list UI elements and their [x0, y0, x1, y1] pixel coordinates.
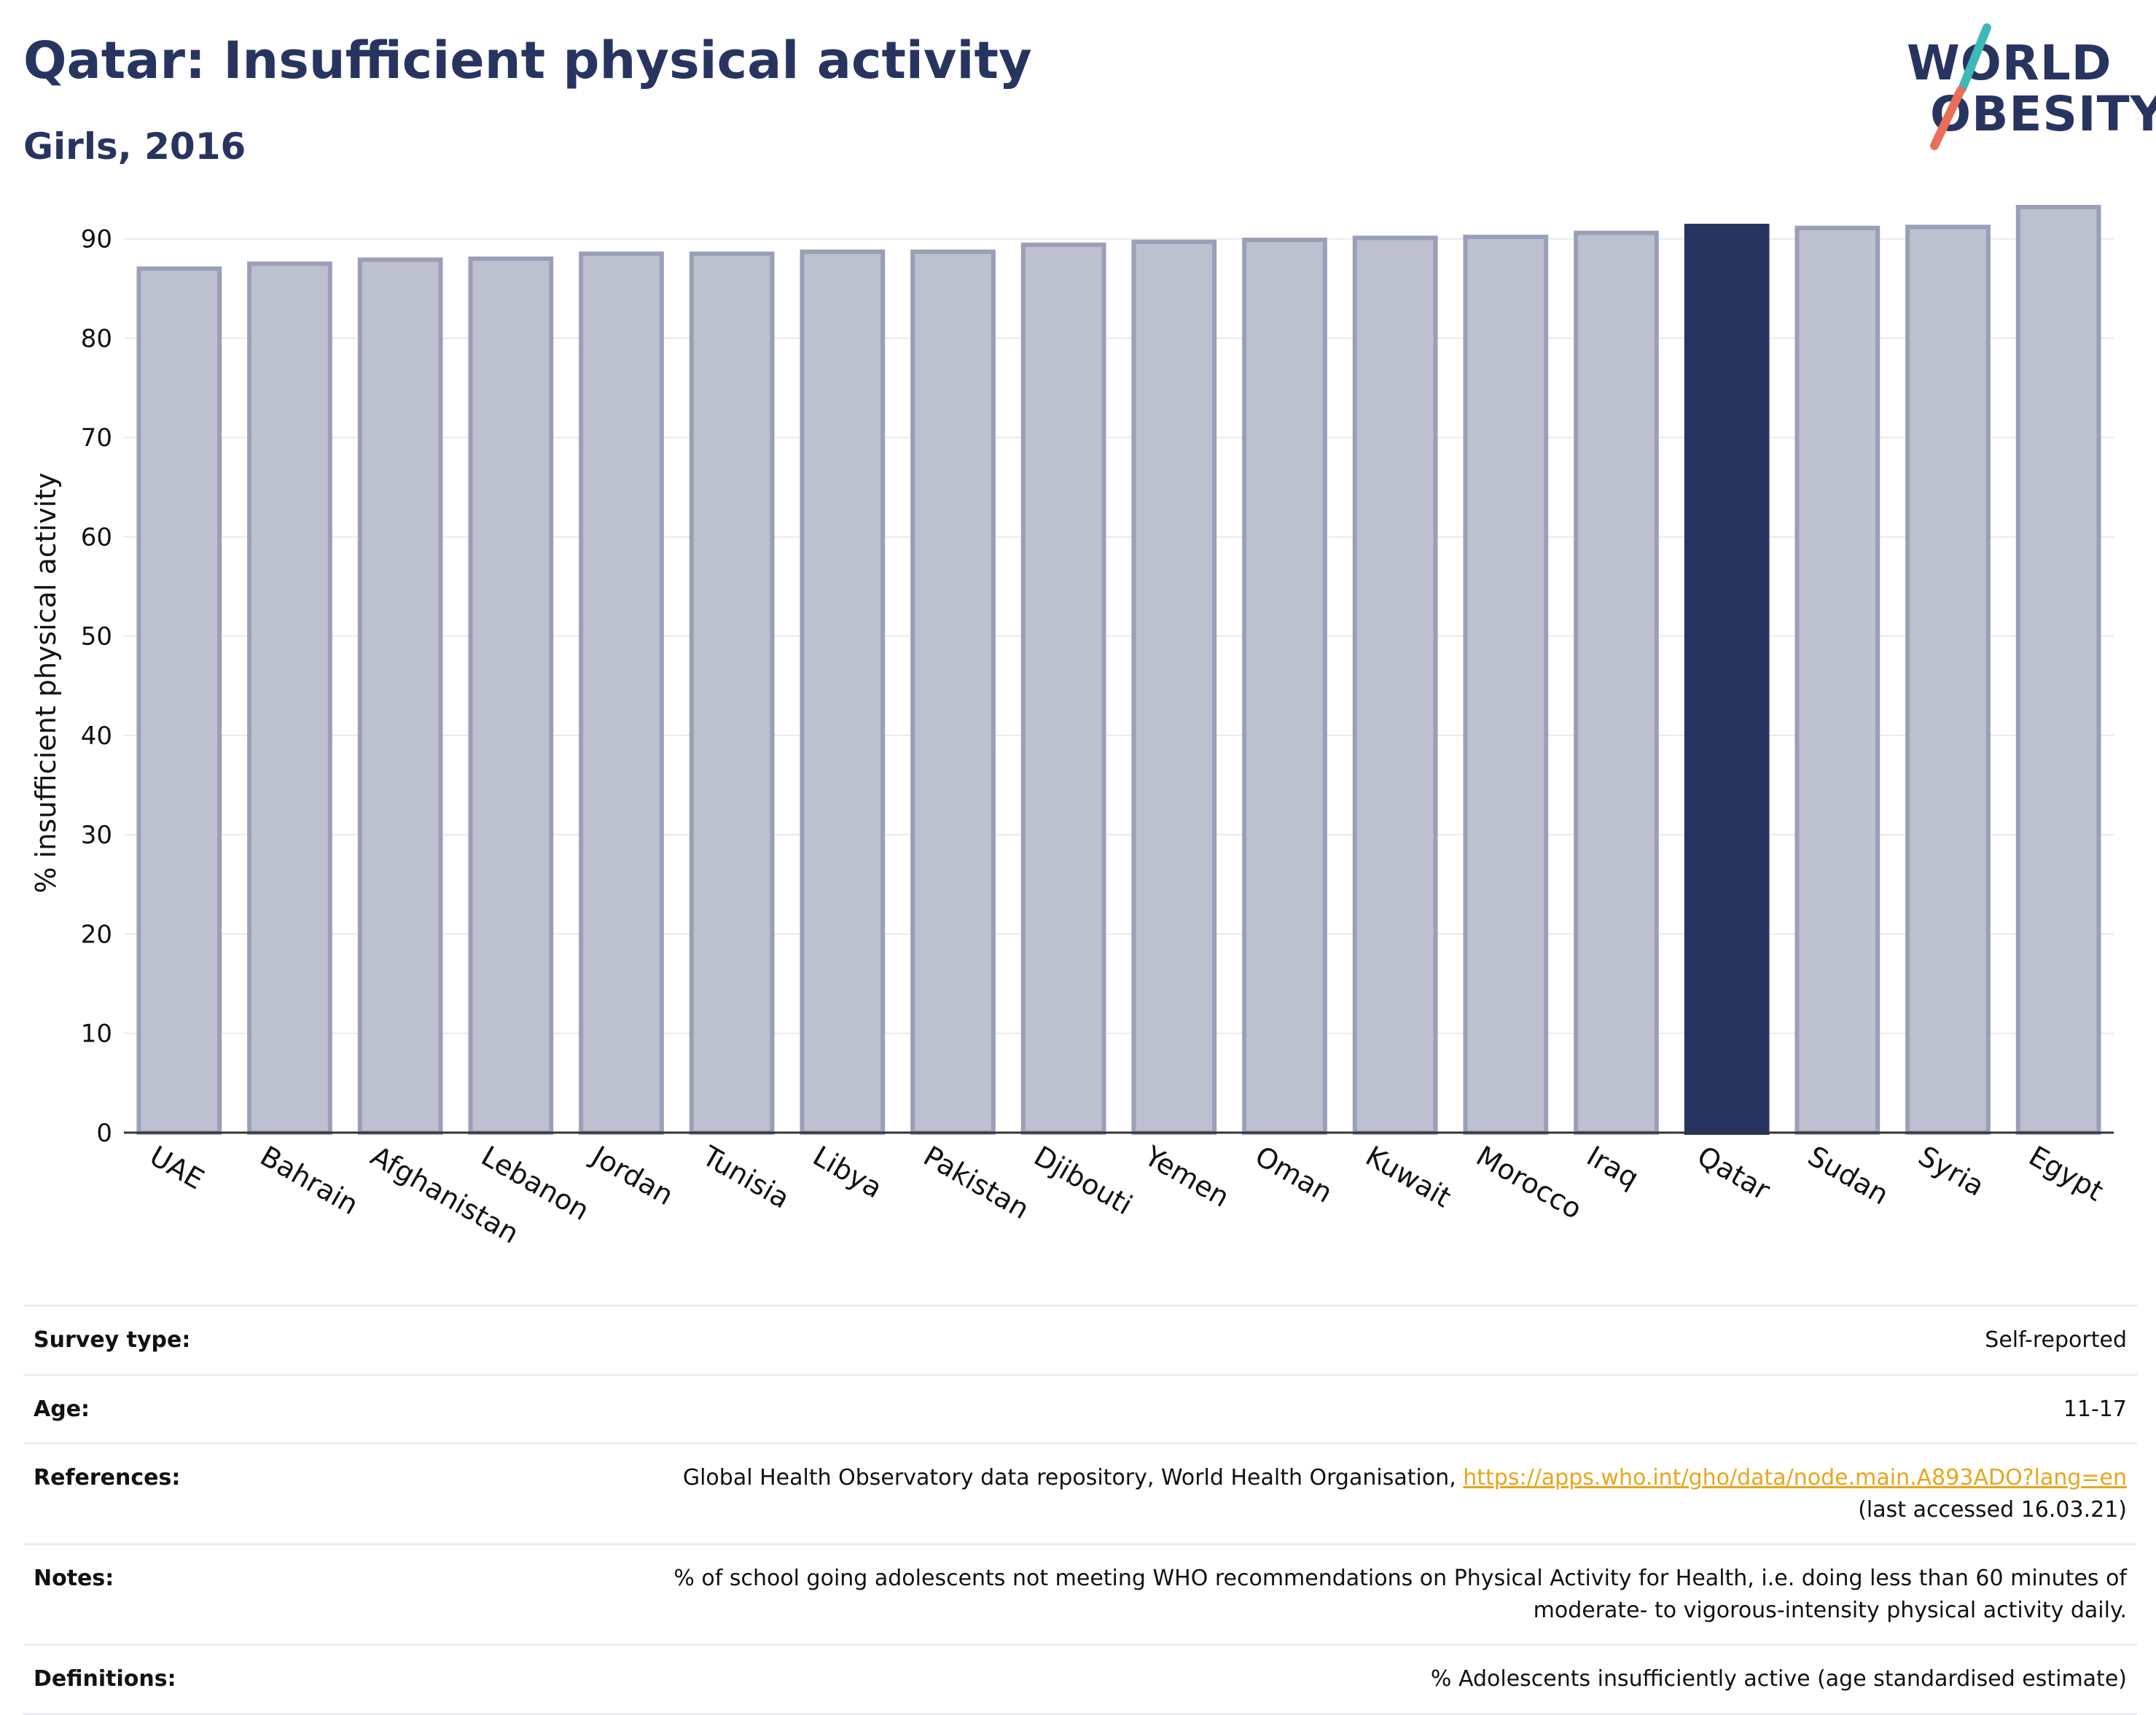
notes-line-1: % of school going adolescents not meetin…	[673, 1566, 2127, 1591]
info-row-age: Age: 11-17	[23, 1373, 2137, 1444]
logo-slash-icon	[1930, 23, 1991, 150]
bar-yemen	[1131, 239, 1217, 1135]
y-tick-label: 70	[81, 423, 112, 453]
x-tick-label: Egypt	[2023, 1140, 2109, 1208]
logo-word-obesity: OBESITY	[1930, 86, 2156, 142]
references-label: References:	[23, 1442, 350, 1544]
notes-line-2: moderate- to vigorous-intensity physical…	[1533, 1597, 2127, 1623]
y-tick-label: 0	[96, 1119, 112, 1148]
definitions-value: % Adolescents insufficiently active (age…	[350, 1644, 2137, 1715]
notes-value: % of school going adolescents not meetin…	[350, 1543, 2137, 1645]
bar-lebanon	[468, 256, 554, 1136]
age-label: Age:	[23, 1373, 350, 1444]
bar-morocco	[1463, 234, 1549, 1135]
x-tick-label: Libya	[808, 1140, 888, 1205]
bar-libya	[800, 249, 886, 1136]
bar-kuwait	[1352, 235, 1438, 1136]
bar-qatar	[1684, 223, 1770, 1136]
x-tick-label: Syria	[1913, 1140, 1990, 1203]
x-tick-label: Jordan	[585, 1139, 679, 1212]
info-row-definitions: Definitions: % Adolescents insufficientl…	[23, 1644, 2137, 1715]
x-tick-label: Sudan	[1802, 1140, 1894, 1211]
logo-word-world: WORLD	[1907, 35, 2112, 91]
survey-type-label: Survey type:	[23, 1305, 350, 1375]
bar-sudan	[1794, 225, 1880, 1135]
info-row-notes: Notes: % of school going adolescents not…	[23, 1543, 2137, 1645]
bar-egypt	[2015, 205, 2101, 1136]
bar-syria	[1905, 224, 1991, 1136]
x-tick-label: Pakistan	[918, 1140, 1035, 1226]
references-accessed: (last accessed 16.03.21)	[1858, 1496, 2127, 1523]
y-tick-label: 40	[81, 722, 112, 751]
world-obesity-logo: WORLD OBESITY	[1895, 22, 2156, 153]
bar-uae	[136, 266, 222, 1135]
x-tick-label: Djibouti	[1028, 1140, 1138, 1222]
bar-oman	[1242, 238, 1327, 1136]
y-axis-ticks: 0 10 20 30 40 50 60 70 80 90	[81, 225, 112, 1148]
x-tick-label: Morocco	[1471, 1140, 1587, 1226]
references-link[interactable]: https://apps.who.int/gho/data/node.main.…	[1463, 1465, 2127, 1491]
bar-pakistan	[910, 249, 996, 1136]
y-axis-label: % insufficient physical activity	[30, 472, 62, 893]
info-row-references: References: Global Health Observatory da…	[23, 1442, 2137, 1544]
bar-jordan	[579, 251, 664, 1136]
survey-type-value: Self-reported	[350, 1305, 2137, 1375]
x-tick-label: Bahrain	[255, 1140, 364, 1222]
references-value: Global Health Observatory data repositor…	[350, 1442, 2137, 1544]
page-subtitle: Girls, 2016	[23, 125, 246, 168]
y-tick-label: 90	[81, 225, 112, 254]
bar-afghanistan	[357, 257, 443, 1136]
x-tick-label: Qatar	[1692, 1140, 1776, 1207]
bar-iraq	[1574, 230, 1659, 1136]
info-table: Survey type: Self-reported Age: 11-17 Re…	[23, 1305, 2137, 1715]
bar-djibouti	[1020, 242, 1106, 1136]
info-row-survey-type: Survey type: Self-reported	[23, 1305, 2137, 1375]
x-tick-label: UAE	[144, 1140, 209, 1196]
page-title: Qatar: Insufficient physical activity	[23, 31, 1032, 90]
age-value: 11-17	[350, 1373, 2137, 1444]
gridlines	[124, 238, 2114, 1133]
x-tick-label: Iraq	[1582, 1140, 1644, 1195]
y-tick-label: 60	[81, 523, 112, 552]
y-tick-label: 30	[81, 821, 112, 850]
x-tick-label: Yemen	[1138, 1139, 1235, 1214]
x-tick-label: Kuwait	[1360, 1140, 1456, 1214]
x-tick-label: Oman	[1250, 1140, 1338, 1209]
x-tick-label: Tunisia	[696, 1139, 794, 1215]
references-text: Global Health Observatory data repositor…	[682, 1465, 1464, 1491]
bar-bahrain	[247, 261, 332, 1135]
bars	[136, 205, 2101, 1136]
y-tick-label: 50	[81, 622, 112, 652]
notes-label: Notes:	[23, 1543, 350, 1645]
y-tick-label: 80	[81, 324, 112, 353]
y-tick-label: 20	[81, 920, 112, 949]
definitions-label: Definitions:	[23, 1644, 350, 1715]
y-tick-label: 10	[81, 1020, 112, 1049]
bar-tunisia	[689, 251, 775, 1136]
